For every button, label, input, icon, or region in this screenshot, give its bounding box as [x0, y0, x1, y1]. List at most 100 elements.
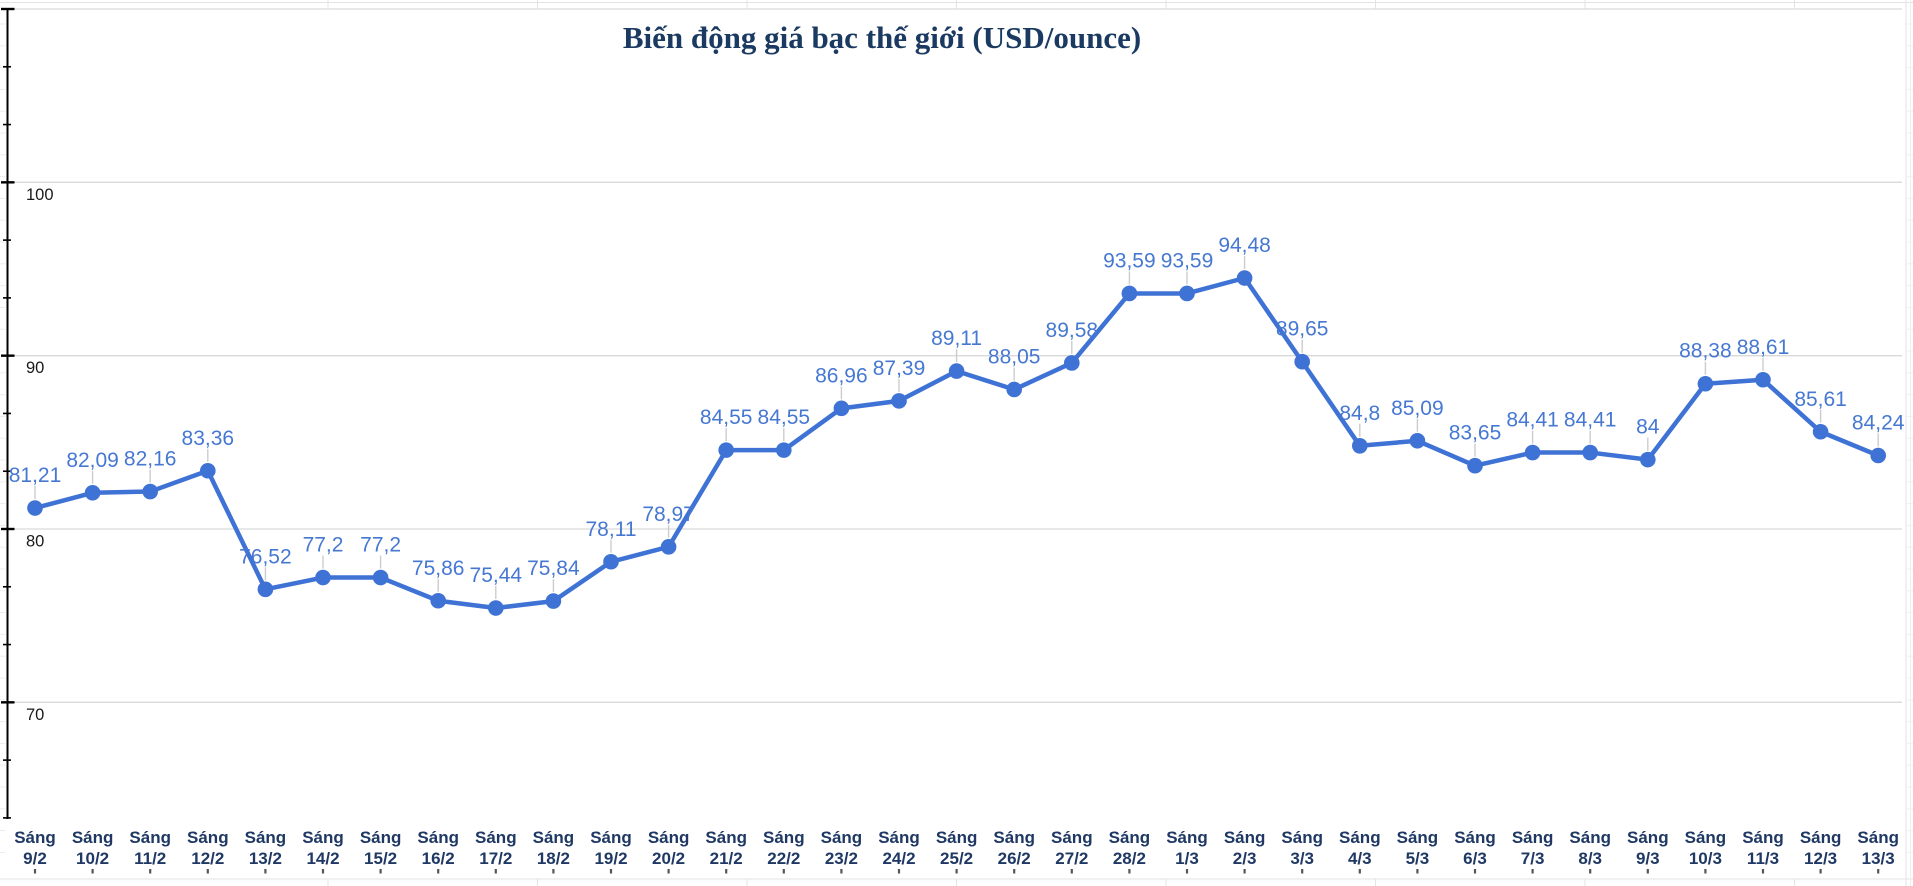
- data-label: 83,36: [182, 427, 235, 450]
- x-axis-label: Sáng 11/3: [1742, 828, 1784, 868]
- data-label: 78,97: [642, 503, 695, 526]
- axis-layer: 100 90 80 70: [1, 7, 54, 819]
- data-label: 75,44: [470, 564, 523, 587]
- data-label: 93,59: [1161, 249, 1214, 272]
- x-axis-label: Sáng 21/2: [705, 828, 747, 868]
- data-point: [1409, 432, 1426, 449]
- data-point: [718, 442, 734, 458]
- data-point: [603, 553, 619, 570]
- x-axis-label: Sáng 26/2: [993, 828, 1035, 868]
- data-point: [1467, 457, 1483, 474]
- x-axis-label: Sáng 14/2: [302, 828, 344, 868]
- data-label: 84,41: [1506, 409, 1559, 432]
- x-axis-label: Sáng 11/2: [129, 828, 171, 868]
- label-leader-layer: [34, 256, 1879, 600]
- data-label: 87,39: [873, 357, 926, 380]
- data-point: [27, 500, 43, 516]
- data-label: 77,2: [303, 534, 344, 557]
- x-axis-label: Sáng 13/3: [1857, 828, 1899, 868]
- data-label: 94,48: [1218, 234, 1271, 257]
- data-label: 88,05: [988, 345, 1041, 368]
- x-axis-label: Sáng 12/2: [187, 828, 229, 868]
- data-point: [430, 592, 447, 609]
- data-label: 93,59: [1103, 249, 1156, 272]
- data-point: [1006, 381, 1022, 398]
- data-label: 81,21: [9, 464, 62, 487]
- data-point: [1697, 375, 1714, 392]
- x-axis-label: Sáng 22/2: [763, 828, 805, 868]
- data-point: [1121, 285, 1138, 302]
- data-point: [257, 581, 274, 598]
- x-axis-label: Sáng 2/3: [1224, 828, 1266, 868]
- data-label: 88,61: [1737, 336, 1790, 359]
- x-axis-label: Sáng 27/2: [1051, 828, 1093, 868]
- data-point: [1294, 353, 1310, 370]
- data-point: [833, 400, 850, 417]
- data-label: 78,11: [586, 518, 637, 541]
- data-point: [488, 600, 504, 616]
- data-point: [1870, 447, 1886, 464]
- x-axis-label: Sáng 9/2: [14, 828, 56, 868]
- x-axis-label-layer: Sáng 9/2 Sáng 10/2 Sáng 11/2 Sáng 12/2 Sáng 13/2 S…: [14, 828, 1899, 874]
- x-axis-label: Sáng 20/2: [648, 828, 690, 868]
- data-point: [1179, 285, 1195, 302]
- x-axis-label: Sáng 23/2: [821, 828, 863, 868]
- data-point: [948, 363, 965, 379]
- data-point: [200, 462, 216, 479]
- data-label: 84,41: [1564, 409, 1617, 432]
- data-label: 89,58: [1046, 319, 1099, 342]
- y-axis-label: 90: [26, 359, 44, 377]
- data-point: [84, 484, 101, 501]
- x-axis-label: Sáng 13/2: [245, 828, 287, 868]
- x-axis-label: Sáng 4/3: [1339, 828, 1381, 868]
- data-label: 89,65: [1276, 318, 1329, 341]
- x-axis-label: Sáng 16/2: [417, 828, 459, 868]
- x-axis-label: Sáng 10/3: [1685, 828, 1727, 868]
- data-label: 89,11: [931, 327, 982, 350]
- data-point: [1352, 438, 1368, 454]
- chart-title: Biến động giá bạc thế giới (USD/ounce): [623, 20, 1141, 55]
- x-axis-label: Sáng 7/3: [1512, 828, 1554, 868]
- gridline-layer: [7, 8, 1902, 703]
- x-axis-label: Sáng 12/3: [1800, 828, 1842, 868]
- x-axis-label: Sáng 19/2: [590, 828, 632, 868]
- x-axis-label: Sáng 10/2: [72, 828, 114, 868]
- x-axis-label: Sáng 6/3: [1454, 828, 1496, 868]
- data-point: [776, 442, 792, 458]
- x-axis-label: Sáng 18/2: [533, 828, 575, 868]
- data-label: 77,2: [360, 534, 401, 557]
- data-point: [1640, 451, 1656, 468]
- data-point: [545, 593, 562, 609]
- data-label: 75,84: [527, 557, 580, 580]
- data-label: 85,09: [1391, 397, 1444, 420]
- data-label: 86,96: [815, 364, 868, 387]
- x-axis-label: Sáng 25/2: [936, 828, 978, 868]
- data-label: 84,55: [700, 406, 753, 429]
- data-label: 84,55: [758, 406, 811, 429]
- data-point: [1812, 423, 1829, 440]
- y-axis-label: 70: [26, 706, 44, 724]
- x-axis-label: Sáng 17/2: [475, 828, 517, 868]
- data-label: 85,61: [1794, 388, 1847, 411]
- data-label: 84,24: [1852, 412, 1905, 435]
- data-point: [1755, 371, 1771, 388]
- data-point: [1236, 270, 1253, 286]
- x-axis-label: Sáng 24/2: [878, 828, 920, 868]
- data-point: [660, 539, 677, 555]
- data-label: 84,8: [1339, 402, 1380, 425]
- data-point: [1524, 444, 1541, 461]
- data-point: [315, 569, 331, 586]
- data-point: [891, 393, 907, 409]
- data-point: [372, 569, 389, 586]
- series-layer: [27, 270, 1886, 616]
- data-label: 83,65: [1449, 422, 1502, 445]
- x-axis-label: Sáng 28/2: [1109, 828, 1151, 868]
- data-point: [1582, 444, 1598, 461]
- x-axis-label: Sáng 3/3: [1281, 828, 1323, 868]
- x-axis-label: Sáng 8/3: [1569, 828, 1611, 868]
- data-label: 82,09: [66, 449, 119, 472]
